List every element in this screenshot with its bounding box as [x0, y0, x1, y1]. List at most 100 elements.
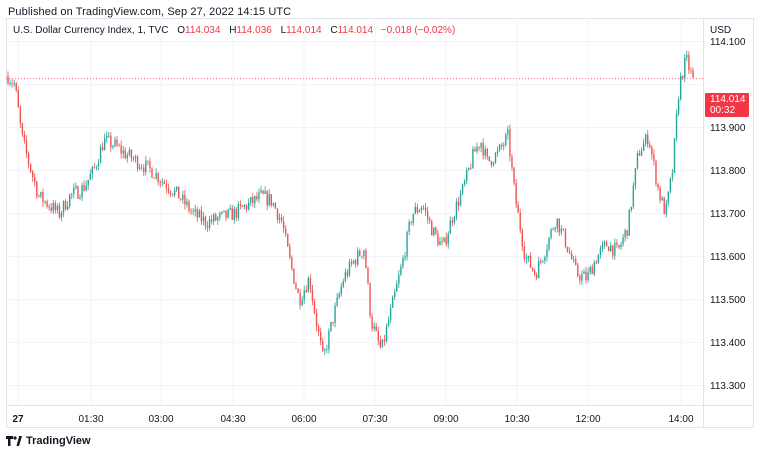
candle-body — [515, 182, 517, 205]
candle-body — [375, 326, 377, 331]
candle-body — [601, 244, 604, 249]
time-tick-label: 07:30 — [362, 414, 387, 425]
candle-body — [282, 221, 285, 229]
candle-body — [75, 186, 77, 189]
candle-body — [599, 248, 602, 255]
candle-body — [291, 257, 293, 269]
candle-body — [488, 156, 491, 162]
candle-body — [636, 153, 639, 169]
published-caption: Published on TradingView.com, Sep 27, 20… — [8, 6, 292, 18]
candle-body — [394, 291, 396, 297]
candle-body — [336, 297, 338, 306]
candle-body — [548, 237, 550, 250]
candle-body — [398, 274, 400, 284]
candle-body — [546, 249, 548, 257]
close-label: C — [330, 25, 338, 36]
candle-body — [554, 227, 556, 230]
candle-body — [387, 320, 390, 327]
candle-body — [418, 210, 421, 213]
time-scale[interactable]: 27 01:30 03:00 04:30 06:00 07:30 09:00 10:30 12:… — [12, 414, 694, 425]
candle-body — [642, 143, 645, 151]
candle-body — [231, 208, 233, 220]
candle-body — [202, 216, 205, 222]
candle-body — [371, 316, 373, 329]
candle-body — [459, 193, 462, 206]
candle-body — [447, 233, 449, 245]
candle-body — [661, 197, 663, 201]
price-scale[interactable]: 114.100 113.900 113.800 113.700 113.600 113.5… — [710, 37, 746, 392]
candle-body — [379, 340, 382, 348]
candle-body — [490, 161, 493, 165]
candle-body — [124, 150, 126, 159]
candle-body — [206, 225, 209, 228]
time-tick-label: 12:00 — [575, 414, 600, 425]
price-tick-label: 113.500 — [710, 295, 746, 306]
candle-body — [272, 203, 275, 206]
candle-body — [373, 326, 375, 329]
candle-body — [428, 218, 431, 222]
candle-body — [597, 254, 600, 264]
candle-body — [558, 218, 560, 233]
candle-body — [591, 267, 593, 275]
candle-body — [630, 206, 632, 211]
candle-body — [215, 214, 217, 221]
candle-body — [126, 155, 129, 159]
candle-body — [71, 193, 73, 195]
candle-body — [138, 167, 141, 169]
candle-body — [344, 272, 347, 282]
candle-body — [285, 228, 287, 234]
candle-body — [89, 174, 91, 180]
high-label: H — [229, 25, 237, 36]
candle-body — [377, 330, 379, 341]
candle-body — [470, 167, 472, 169]
candle-body — [480, 143, 482, 148]
candle-body — [169, 191, 172, 194]
candle-body — [346, 272, 349, 276]
candle-body — [250, 197, 252, 203]
candle-body — [383, 339, 386, 342]
symbol-legend: U.S. Dollar Currency Index, 1, TVC O114.… — [13, 25, 455, 36]
candle-body — [95, 166, 98, 168]
candle-body — [653, 154, 655, 162]
candle-body — [87, 179, 89, 186]
candle-body — [106, 135, 108, 139]
candle-body — [416, 206, 419, 213]
candle-body — [566, 246, 569, 252]
candle-body — [356, 250, 359, 265]
candle-body — [151, 167, 153, 178]
candle-body — [11, 82, 13, 84]
time-tick-label: 03:00 — [148, 414, 173, 425]
price-tick-label: 113.700 — [710, 209, 746, 220]
candle-body — [171, 193, 174, 196]
candle-body — [412, 213, 414, 224]
candle-body — [31, 171, 34, 177]
candle-body — [175, 186, 178, 190]
candle-body — [328, 330, 330, 350]
candle-body — [692, 70, 694, 78]
candle-body — [159, 182, 161, 183]
time-tick-label: 10:30 — [504, 414, 529, 425]
candle-body — [437, 233, 439, 245]
candle-body — [618, 245, 620, 248]
candle-body — [665, 203, 667, 215]
candle-body — [402, 257, 404, 267]
candle-body — [93, 166, 96, 168]
candle-body — [301, 300, 303, 306]
candle-body — [414, 206, 416, 214]
price-tick-label: 113.600 — [710, 252, 746, 263]
candle-body — [136, 156, 139, 169]
candle-body — [317, 326, 320, 332]
candle-body — [435, 227, 437, 234]
price-tick-label: 113.300 — [710, 381, 746, 392]
candle-body — [607, 246, 610, 252]
candle-body — [40, 192, 42, 197]
candle-body — [64, 200, 67, 210]
candle-body — [52, 203, 54, 211]
candle-body — [210, 219, 213, 222]
footer-branding[interactable]: TradingView — [6, 434, 91, 448]
candle-body — [342, 281, 345, 287]
candle-body — [605, 242, 608, 247]
candles-layer — [7, 50, 694, 356]
candle-body — [439, 241, 441, 245]
